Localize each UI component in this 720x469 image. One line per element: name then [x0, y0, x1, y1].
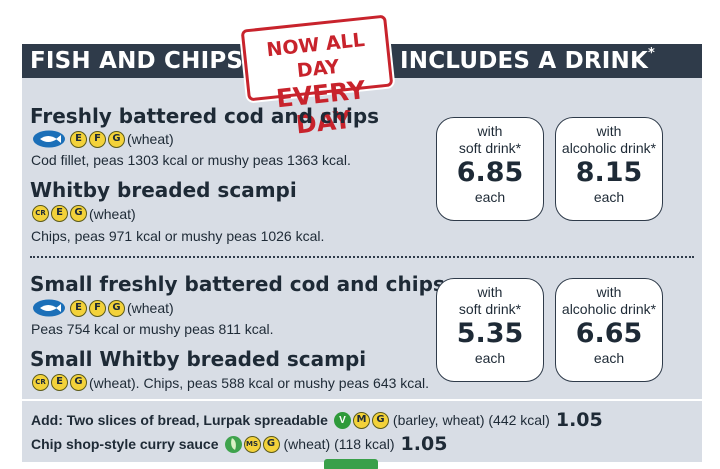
- price-box-alcoholic-drink-small: with alcoholic drink* 6.65 each: [555, 278, 663, 382]
- allergen-note: (wheat): [127, 131, 174, 147]
- item-description-scampi: Chips, peas 971 kcal or mushy peas 1026 …: [31, 228, 325, 244]
- extras-divider: [22, 399, 702, 401]
- allergen-note: (wheat): [127, 300, 174, 316]
- allergen-egg-icon: E: [70, 130, 87, 148]
- msc-sustainable-fish-icon: [33, 130, 65, 148]
- allergen-fish-icon: F: [89, 299, 106, 317]
- extra-note: (wheat) (118 kcal): [283, 436, 395, 452]
- allergen-milk-icon: M: [352, 411, 370, 429]
- allergen-row-small-scampi: CR E G (wheat). Chips, peas 588 kcal or …: [32, 374, 429, 391]
- allergen-gluten-icon: G: [108, 299, 125, 317]
- price-value: 6.85: [456, 157, 524, 188]
- item-description-cod: Cod fillet, peas 1303 kcal or mushy peas…: [31, 152, 351, 168]
- allergen-crustacean-icon: CR: [32, 205, 49, 222]
- allergen-gluten-icon: G: [262, 435, 280, 453]
- allergen-egg-icon: E: [51, 205, 68, 222]
- price-box-soft-drink-small: with soft drink* 5.35 each: [436, 278, 544, 382]
- allergen-fish-icon: F: [89, 130, 106, 148]
- now-all-day-stamp: NOW ALL DAY EVERY DAY: [240, 14, 394, 139]
- price-box-soft-drink: with soft drink* 6.85 each: [436, 117, 544, 221]
- vegan-leaf-icon: [224, 435, 242, 453]
- price-value: 5.35: [456, 318, 524, 349]
- menu-card: [22, 44, 702, 462]
- extra-price: 1.05: [555, 409, 603, 431]
- price-value: 8.15: [575, 157, 643, 188]
- allergen-egg-icon: E: [51, 374, 68, 391]
- price-box-alcoholic-drink: with alcoholic drink* 8.15 each: [555, 117, 663, 221]
- price-value: 6.65: [575, 318, 643, 349]
- extra-label: Chip shop-style curry sauce: [31, 436, 219, 452]
- item-description-small-cod: Peas 754 kcal or mushy peas 811 kcal.: [31, 321, 274, 337]
- allergen-row-cod: E F G (wheat): [32, 130, 174, 148]
- extra-bread: Add: Two slices of bread, Lurpak spreada…: [31, 409, 603, 431]
- allergen-gluten-icon: G: [70, 374, 87, 391]
- section-divider: [30, 256, 694, 258]
- item-title-scampi: Whitby breaded scampi: [30, 178, 297, 202]
- allergen-note: (wheat). Chips, peas 588 kcal or mushy p…: [89, 374, 430, 391]
- extra-label: Add: Two slices of bread, Lurpak spreada…: [31, 412, 328, 428]
- header-title-fish-and-chips: FISH AND CHIPS: [30, 48, 244, 74]
- allergen-mustard-icon: MS: [243, 435, 261, 453]
- item-title-cod-and-chips: Freshly battered cod and chips: [30, 104, 380, 128]
- allergen-row-scampi: CR E G (wheat): [32, 205, 136, 222]
- allergen-gluten-icon: G: [70, 205, 87, 222]
- allergen-gluten-icon: G: [108, 130, 125, 148]
- item-title-small-scampi: Small Whitby breaded scampi: [30, 347, 367, 371]
- allergen-row-small-cod: E F G (wheat): [32, 299, 174, 317]
- extra-price: 1.05: [400, 433, 448, 455]
- allergen-note: (wheat): [89, 205, 136, 222]
- msc-sustainable-fish-icon: [33, 299, 65, 317]
- vegetarian-icon: V: [333, 411, 351, 429]
- header-title-includes-drink: INCLUDES A DRINK*: [400, 46, 656, 74]
- extra-curry-sauce: Chip shop-style curry sauce MS G (wheat)…: [31, 433, 447, 455]
- allergen-crustacean-icon: CR: [32, 374, 49, 391]
- bottom-green-tag: [324, 459, 378, 469]
- item-title-small-cod-and-chips: Small freshly battered cod and chips: [30, 272, 445, 296]
- allergen-egg-icon: E: [70, 299, 87, 317]
- extra-note: (barley, wheat) (442 kcal): [392, 412, 550, 428]
- allergen-gluten-icon: G: [371, 411, 389, 429]
